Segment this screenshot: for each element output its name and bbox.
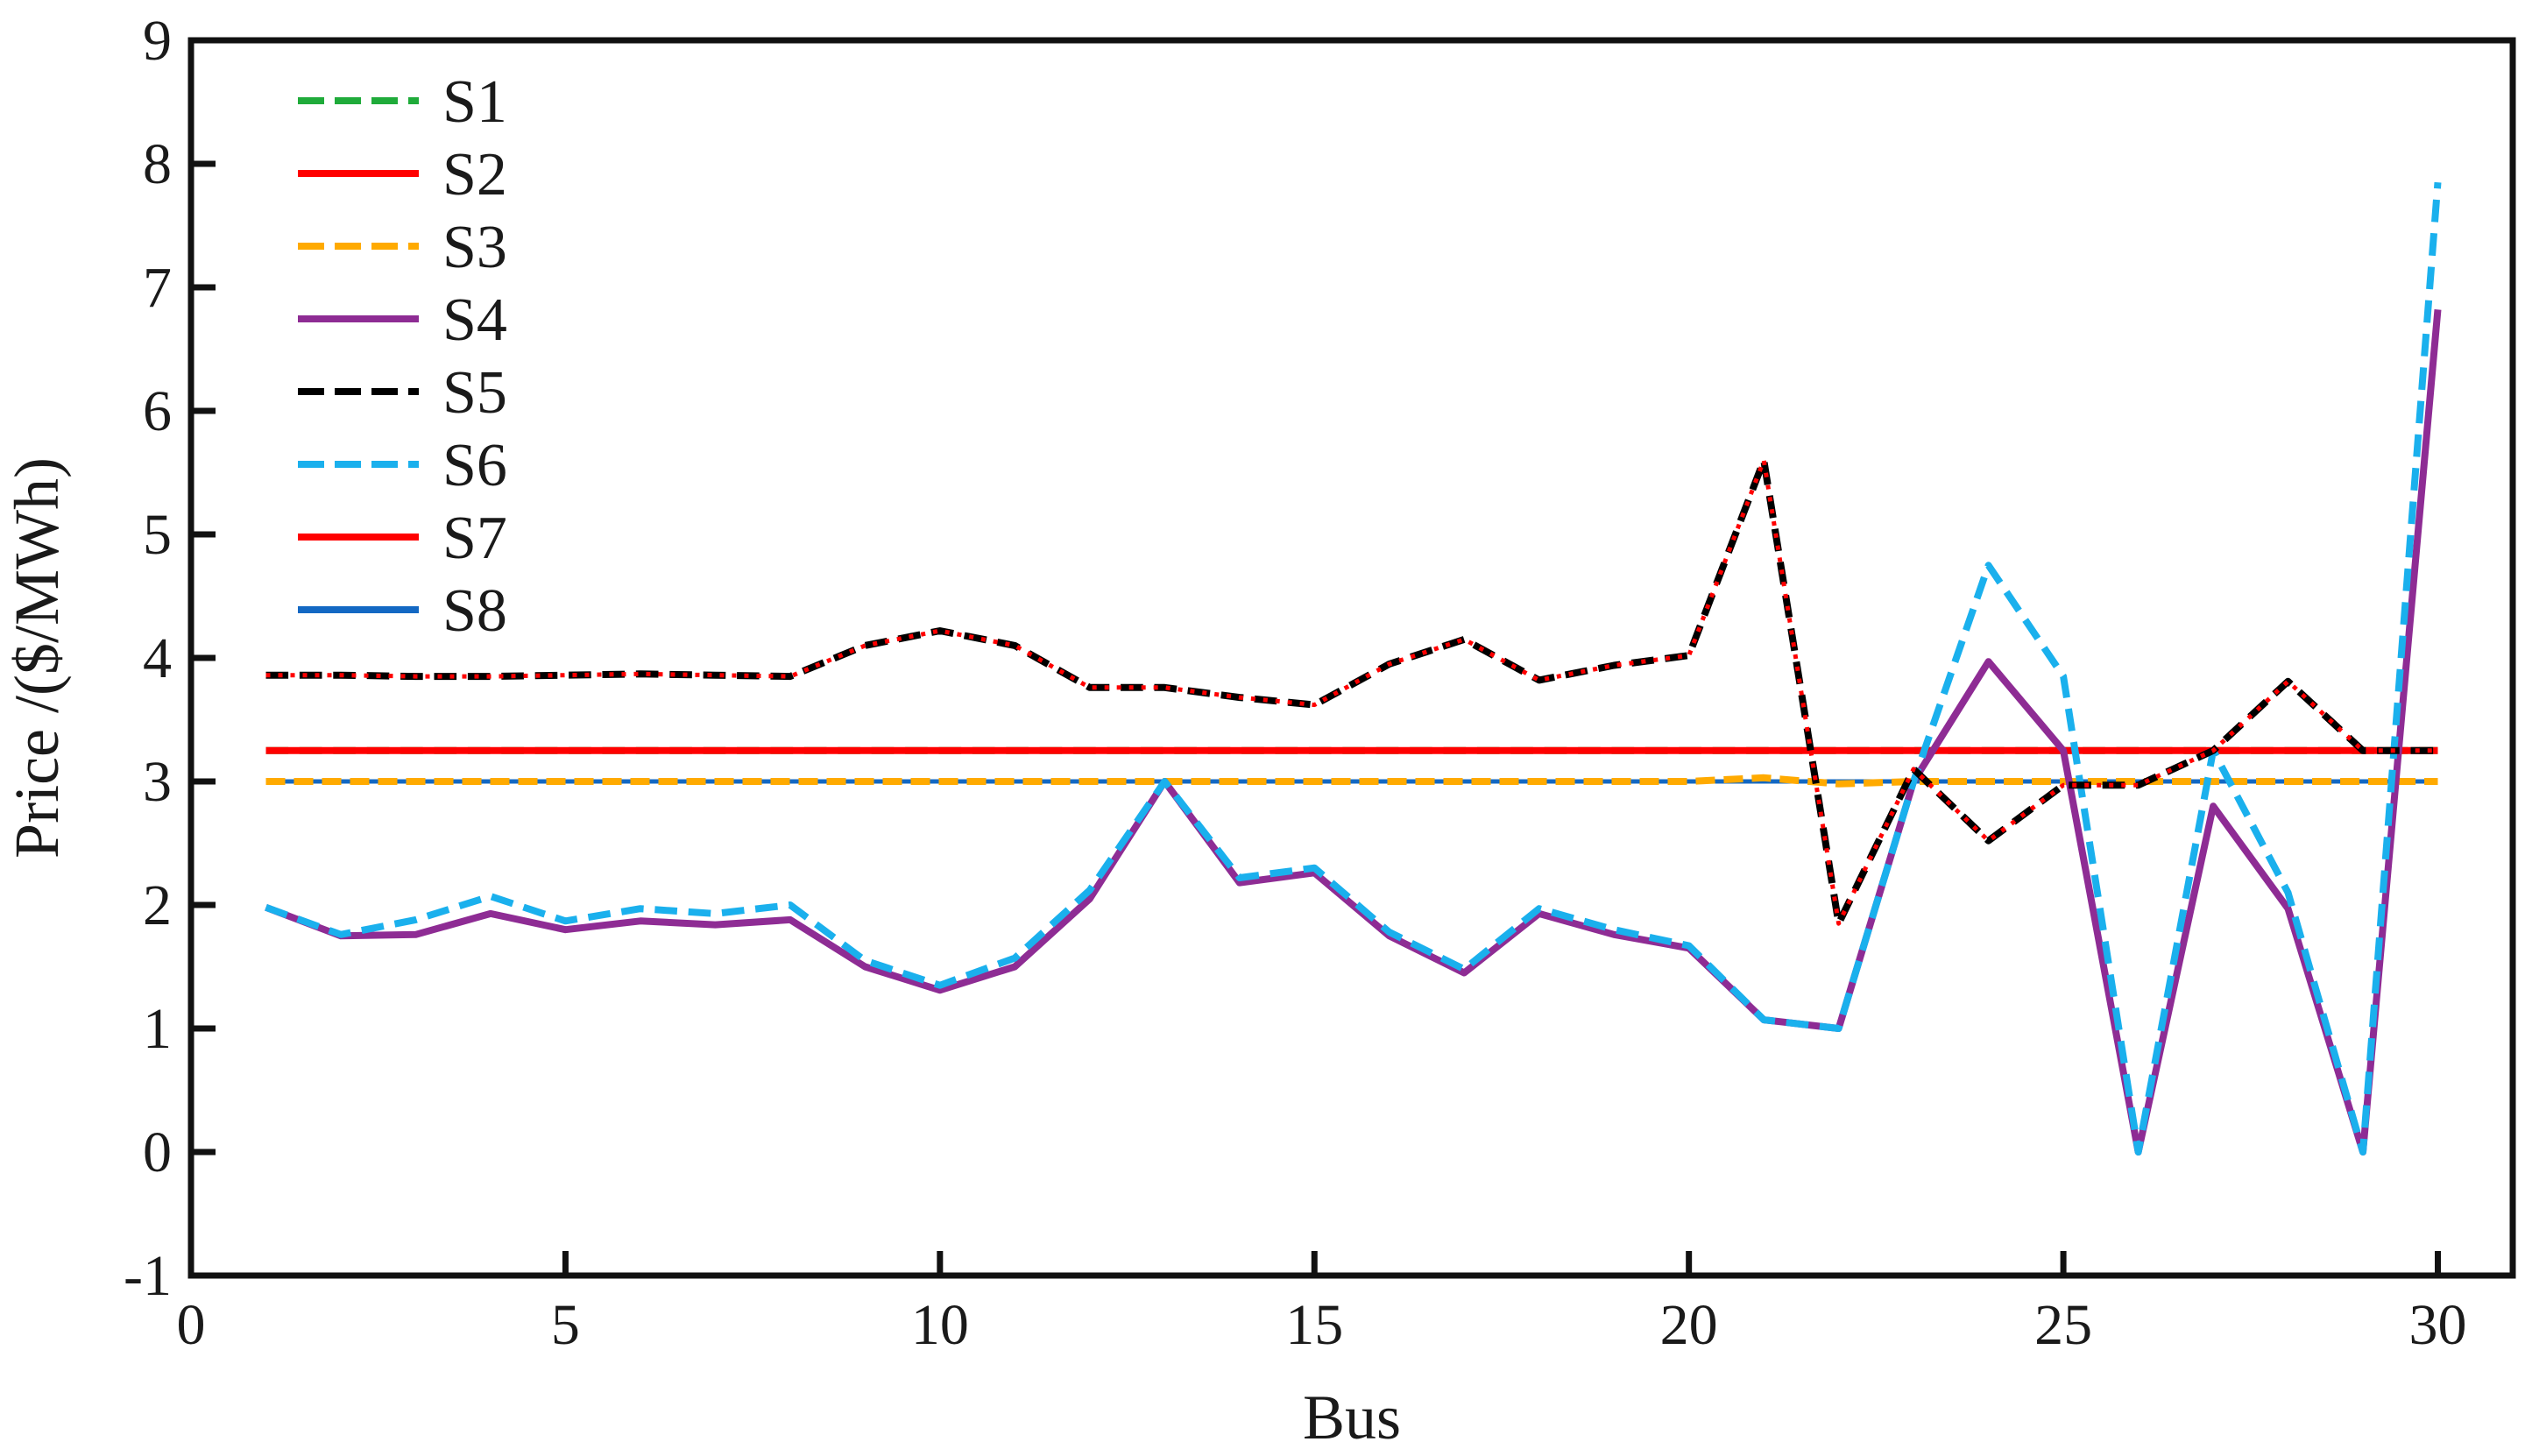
y-tick-label: 5 [143, 503, 172, 567]
series-layer [265, 181, 2442, 1156]
y-tick-label: 1 [143, 997, 172, 1061]
x-axis-title: Bus [1303, 1382, 1401, 1452]
y-tick-label: 0 [143, 1120, 172, 1184]
x-tick-label: 15 [1285, 1293, 1343, 1357]
legend-label: S5 [442, 359, 507, 427]
legend-item-s3: S3 [298, 214, 507, 281]
legend-item-s2: S2 [298, 141, 507, 209]
legend-item-s1: S1 [298, 68, 507, 136]
x-tick-label: 5 [551, 1293, 580, 1357]
x-tick-label: 25 [2034, 1293, 2092, 1357]
legend-item-s7: S7 [298, 505, 507, 572]
y-tick-label: 6 [143, 379, 172, 443]
y-tick-label: 2 [143, 873, 172, 937]
series-line-s3 [265, 774, 2438, 788]
x-tick-label: 30 [2409, 1293, 2467, 1357]
series-line-s7 [265, 457, 2438, 926]
legend-item-s4: S4 [298, 286, 507, 354]
y-tick-label: 7 [143, 256, 172, 320]
y-tick-label: 9 [143, 9, 172, 73]
legend-label: S6 [442, 432, 507, 499]
legend-label: S4 [442, 286, 507, 354]
y-tick-label: 8 [143, 132, 172, 196]
x-tick-label: 20 [1660, 1293, 1718, 1357]
series-line-s6 [265, 181, 2442, 1156]
x-tick-label: 0 [177, 1293, 206, 1357]
legend-item-s6: S6 [298, 432, 507, 499]
y-tick-label: -1 [124, 1244, 172, 1308]
x-tick-label: 10 [911, 1293, 969, 1357]
legend-label: S1 [442, 68, 507, 136]
legend-label: S8 [442, 577, 507, 645]
legend-item-s8: S8 [298, 577, 507, 645]
series-line-s4 [265, 309, 2442, 1156]
legend-label: S7 [442, 505, 507, 572]
y-tick-label: 3 [143, 750, 172, 814]
y-axis-title: Price /($/MWh) [2, 457, 72, 859]
legend-label: S2 [442, 141, 507, 209]
legend-label: S3 [442, 214, 507, 281]
legend-item-s5: S5 [298, 359, 507, 427]
y-tick-label: 4 [143, 626, 172, 690]
